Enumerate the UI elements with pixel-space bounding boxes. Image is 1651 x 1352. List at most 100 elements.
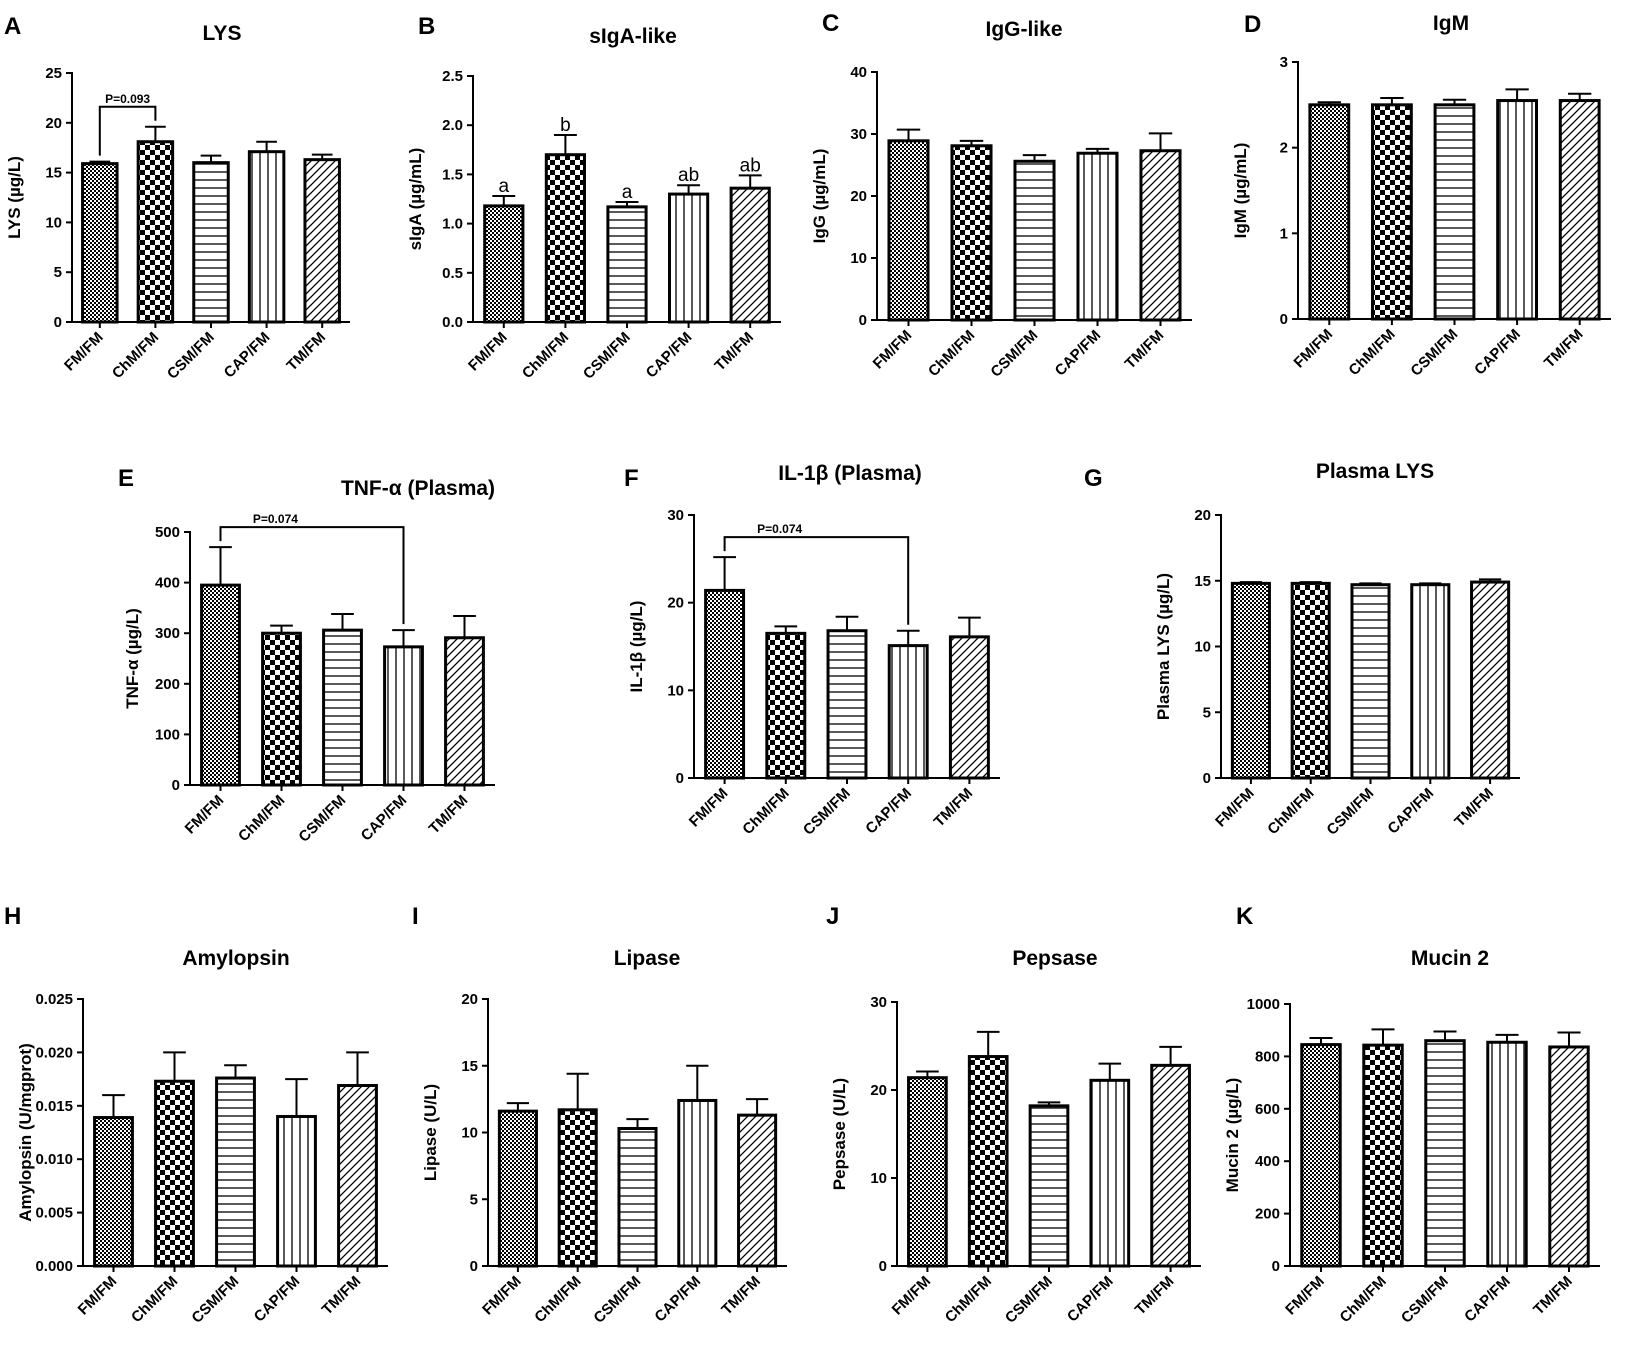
error-bar-c-2 [959,139,984,146]
error-bar-e-1 [209,546,232,586]
error-bar-k-5 [1557,1031,1581,1047]
error-bar-b-2 [553,134,577,155]
panel-a: A LYS LYS (µg/L) 0 5 10 15 20 25 FM/FM ChM/FM CSM/F… [4,13,350,383]
panel-letter-j: J [826,903,839,930]
y-tick-label-f-0: 0 [676,770,684,787]
y-tick-label-h-5: 0.025 [35,991,73,1008]
y-tick-label-a-4: 20 [45,115,62,132]
panel-letter-d: D [1244,11,1261,38]
error-bar-a-2 [145,125,166,142]
bar-c-4 [1076,151,1119,322]
x-tick-label-e-1: FM/FM [182,792,228,838]
panel-letter-a: A [4,13,21,40]
error-bar-e-2 [270,624,293,634]
error-bar-h-1 [102,1094,125,1118]
x-tick-label-d-3: CSM/FM [1407,326,1461,380]
y-tick-label-c-2: 20 [850,188,867,205]
y-axis-label-g: Plasma LYS (µg/L) [1154,573,1173,720]
y-axis-label-i: Lipase (U/L) [421,1084,440,1181]
panel-title-i: Lipase [614,947,681,970]
y-axis-label-h: Amylopsin (U/mgprot) [16,1043,35,1222]
x-tick-label-h-5: TM/FM [319,1273,365,1319]
x-tick-label-d-4: CAP/FM [1471,326,1524,379]
x-tick-label-f-3: CSM/FM [800,785,854,839]
bar-a-2 [136,140,175,324]
bar-e-1 [200,583,241,787]
y-tick-label-e-2: 200 [155,676,180,693]
error-bar-b-3 [615,200,639,207]
bar-e-3 [322,628,363,787]
sig-letter-b-3: a [622,182,633,203]
bar-i-3 [617,1126,658,1268]
y-tick-label-h-3: 0.015 [35,1098,73,1115]
bar-h-4 [276,1114,317,1268]
error-bar-a-3 [200,154,222,163]
error-bar-g-3 [1359,582,1382,585]
bracket-label-a-0: P=0.093 [105,92,150,106]
bar-a-1 [81,162,119,324]
bar-c-1 [887,139,930,322]
x-tick-label-c-5: TM/FM [1122,327,1168,373]
panel-title-c: IgG-like [985,18,1062,41]
bar-c-3 [1013,159,1056,322]
bar-d-3 [1433,103,1476,321]
panel-title-f: IL-1β (Plasma) [778,462,922,485]
error-bar-c-5 [1148,132,1173,151]
x-tick-label-c-4: CAP/FM [1052,327,1105,380]
y-tick-label-b-3: 1.5 [442,166,463,183]
error-bar-g-2 [1299,581,1322,584]
error-bar-f-4 [896,629,920,646]
y-tick-label-a-1: 5 [54,264,62,281]
y-tick-label-i-3: 15 [461,1058,478,1075]
y-tick-label-j-3: 30 [870,994,887,1011]
error-bar-j-4 [1098,1062,1122,1081]
bar-j-3 [1028,1104,1070,1268]
x-tick-label-j-2: ChM/FM [942,1273,995,1326]
bar-b-3 [606,205,648,324]
y-tick-label-i-2: 10 [461,1125,478,1142]
panel-title-e: TNF-α (Plasma) [341,477,495,500]
y-tick-label-b-5: 2.5 [442,68,463,85]
error-bar-j-5 [1159,1045,1182,1066]
error-bar-e-3 [331,612,354,631]
error-bar-b-1 [492,195,516,206]
y-tick-label-c-4: 40 [850,64,867,81]
y-tick-label-j-0: 0 [879,1258,887,1275]
error-bar-g-4 [1419,582,1442,585]
x-tick-label-f-1: FM/FM [686,785,732,831]
x-tick-label-a-5: TM/FM [283,329,329,375]
bracket-a-0 [98,105,157,156]
y-axis-label-k: Mucin 2 (µg/L) [1223,1078,1242,1193]
error-bar-c-4 [1085,147,1110,154]
bar-c-2 [950,144,993,322]
y-tick-label-j-1: 10 [870,1170,887,1187]
error-bar-d-5 [1568,92,1592,101]
bar-h-5 [337,1084,378,1268]
x-tick-label-g-5: TM/FM [1451,785,1497,831]
error-bar-j-2 [976,1030,1000,1057]
x-tick-label-e-4: CAP/FM [358,792,411,845]
error-bar-a-4 [256,140,277,152]
x-tick-label-g-1: FM/FM [1212,785,1258,831]
x-tick-label-j-1: FM/FM [889,1273,935,1319]
error-bar-i-2 [566,1072,589,1110]
panel-title-b: sIgA-like [589,25,677,48]
x-tick-label-i-5: TM/FM [718,1273,764,1319]
bar-i-2 [557,1108,598,1268]
sig-letter-b-2: b [560,115,571,136]
panel-letter-c: C [822,10,839,37]
x-tick-label-b-5: TM/FM [711,329,757,375]
panel-k: K Mucin 2 Mucin 2 (µg/L) 0 200 400 600 800 1000 F… [1223,903,1600,1327]
bar-k-2 [1362,1043,1404,1268]
panel-h: H Amylopsin Amylopsin (U/mgprot) 0.000 0.005… [4,903,388,1327]
y-tick-label-b-2: 1.0 [442,216,463,233]
error-bar-i-1 [506,1102,530,1112]
y-tick-label-i-4: 20 [461,991,478,1008]
x-tick-label-c-2: ChM/FM [925,327,978,380]
error-bar-h-5 [346,1051,369,1086]
y-tick-label-h-0: 0.000 [35,1258,73,1275]
